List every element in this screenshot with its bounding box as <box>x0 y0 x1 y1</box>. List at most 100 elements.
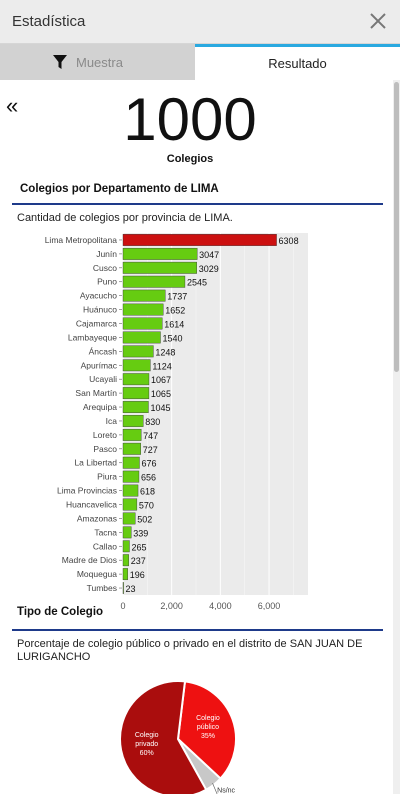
filter-icon <box>52 54 68 70</box>
section-description-departamentos: Cantidad de colegios por provincia de LI… <box>17 212 233 224</box>
data-label: 6308 <box>279 236 299 246</box>
y-tick-label: Lima Provincias <box>57 486 117 496</box>
double-chevron-left-icon[interactable]: « <box>6 93 19 118</box>
pie-slice <box>176 680 237 780</box>
y-tick-label: Tumbes <box>87 583 117 593</box>
data-label: 23 <box>126 584 136 594</box>
slice-label: Colegio <box>196 715 220 722</box>
y-tick-label: Ucayali <box>89 374 117 384</box>
y-tick-label: Amazonas <box>77 513 117 523</box>
scrollbar[interactable] <box>393 80 400 794</box>
y-tick-label: Madre de Dios <box>62 555 117 565</box>
bar <box>122 345 154 358</box>
bar <box>122 401 149 413</box>
data-label: 570 <box>139 501 154 511</box>
slice-label: Ns/nc <box>217 787 235 794</box>
slice-label: Colegio <box>135 732 159 739</box>
data-label: 747 <box>143 431 158 441</box>
bar <box>122 234 277 246</box>
bar-chart-colegios-departamento: 0 2,000 4,000 6,000 Lima Metropolitana 6308 Ju… <box>45 233 308 610</box>
bar <box>122 498 138 511</box>
bar <box>122 261 197 274</box>
section-divider <box>12 203 383 205</box>
data-label: 1065 <box>151 389 171 399</box>
data-label: 502 <box>137 514 152 524</box>
y-tick-label: Ayacucho <box>80 291 117 301</box>
bar <box>122 442 141 455</box>
data-label: 1124 <box>152 361 171 371</box>
y-tick-label: Pasco <box>93 444 117 454</box>
data-label: 3029 <box>199 264 219 274</box>
data-label: 1614 <box>164 320 184 330</box>
y-tick-label: Cusco <box>93 263 117 273</box>
bar <box>122 568 128 581</box>
data-label: 2545 <box>187 278 207 288</box>
title-bar: Estadística <box>0 0 400 44</box>
x-tick-label: 6,000 <box>258 601 281 610</box>
bar <box>122 540 130 553</box>
data-label: 830 <box>145 417 160 427</box>
tab-muestra[interactable]: Muestra <box>0 44 195 80</box>
bar <box>122 247 198 260</box>
x-tick-label: 0 <box>120 601 125 610</box>
data-label: 1737 <box>167 292 187 302</box>
bar <box>122 303 164 316</box>
y-tick-label: Arequipa <box>83 402 117 412</box>
data-label: 727 <box>143 445 158 455</box>
bar <box>122 387 150 400</box>
bar <box>122 484 139 497</box>
data-label: 1540 <box>162 333 182 343</box>
y-tick-label: Callao <box>93 541 117 551</box>
pie-chart-tipo-colegio: Colegiopúblico35%Ns/nc5%Colegioprivado60… <box>119 680 237 794</box>
tab-muestra-label: Muestra <box>76 55 123 70</box>
y-tick-label: Moquegua <box>77 569 117 579</box>
bar <box>122 554 129 567</box>
data-label: 676 <box>141 459 156 469</box>
leader-line <box>212 782 218 794</box>
y-tick-label: Áncash <box>89 346 118 356</box>
section-description-tipo: Porcentaje de colegio público o privado … <box>17 638 363 663</box>
scrollbar-thumb[interactable] <box>394 82 399 372</box>
x-tick-label: 4,000 <box>209 601 232 610</box>
data-label: 1067 <box>151 375 171 385</box>
y-tick-label: Lima Metropolitana <box>45 235 118 245</box>
tab-resultado-label: Resultado <box>268 56 327 71</box>
tab-bar: Muestra Resultado <box>0 44 400 80</box>
y-tick-label: La Libertad <box>74 458 117 468</box>
bar <box>122 289 166 302</box>
total-count: 1000 <box>123 86 257 153</box>
data-label: 1045 <box>150 403 170 413</box>
bar <box>122 428 142 441</box>
bar <box>122 275 186 288</box>
data-label: 196 <box>130 570 145 580</box>
bar <box>122 359 151 372</box>
total-count-label: Colegios <box>166 153 214 165</box>
y-tick-label: Cajamarca <box>76 319 117 329</box>
x-tick-label: 2,000 <box>160 601 183 610</box>
y-tick-label: Lambayeque <box>68 332 117 342</box>
bar <box>122 512 136 525</box>
section-title-departamentos: Colegios por Departamento de LIMA <box>20 183 219 195</box>
window-title: Estadística <box>12 13 86 30</box>
bar <box>122 526 132 539</box>
data-label: 265 <box>131 542 146 552</box>
y-tick-label: Huánuco <box>83 305 117 315</box>
section-title-tipo: Tipo de Colegio <box>17 606 104 618</box>
data-label: 656 <box>141 473 156 483</box>
data-label: 237 <box>131 556 146 566</box>
results-panel: « 1000 Colegios Colegios por Departament… <box>0 80 393 794</box>
y-tick-label: San Martín <box>75 388 117 398</box>
tab-resultado[interactable]: Resultado <box>195 44 400 80</box>
section-divider <box>12 629 383 631</box>
bar <box>122 470 140 483</box>
bar <box>122 415 144 427</box>
y-tick-label: Ica <box>106 416 118 426</box>
bar <box>122 456 140 469</box>
close-icon[interactable] <box>366 9 390 33</box>
y-tick-label: Apurímac <box>81 360 118 370</box>
y-tick-label: Piura <box>97 472 117 482</box>
data-label: 1652 <box>165 306 185 316</box>
data-label: 1248 <box>155 347 175 357</box>
slice-label: privado <box>135 741 158 748</box>
slice-label: público <box>197 724 219 731</box>
